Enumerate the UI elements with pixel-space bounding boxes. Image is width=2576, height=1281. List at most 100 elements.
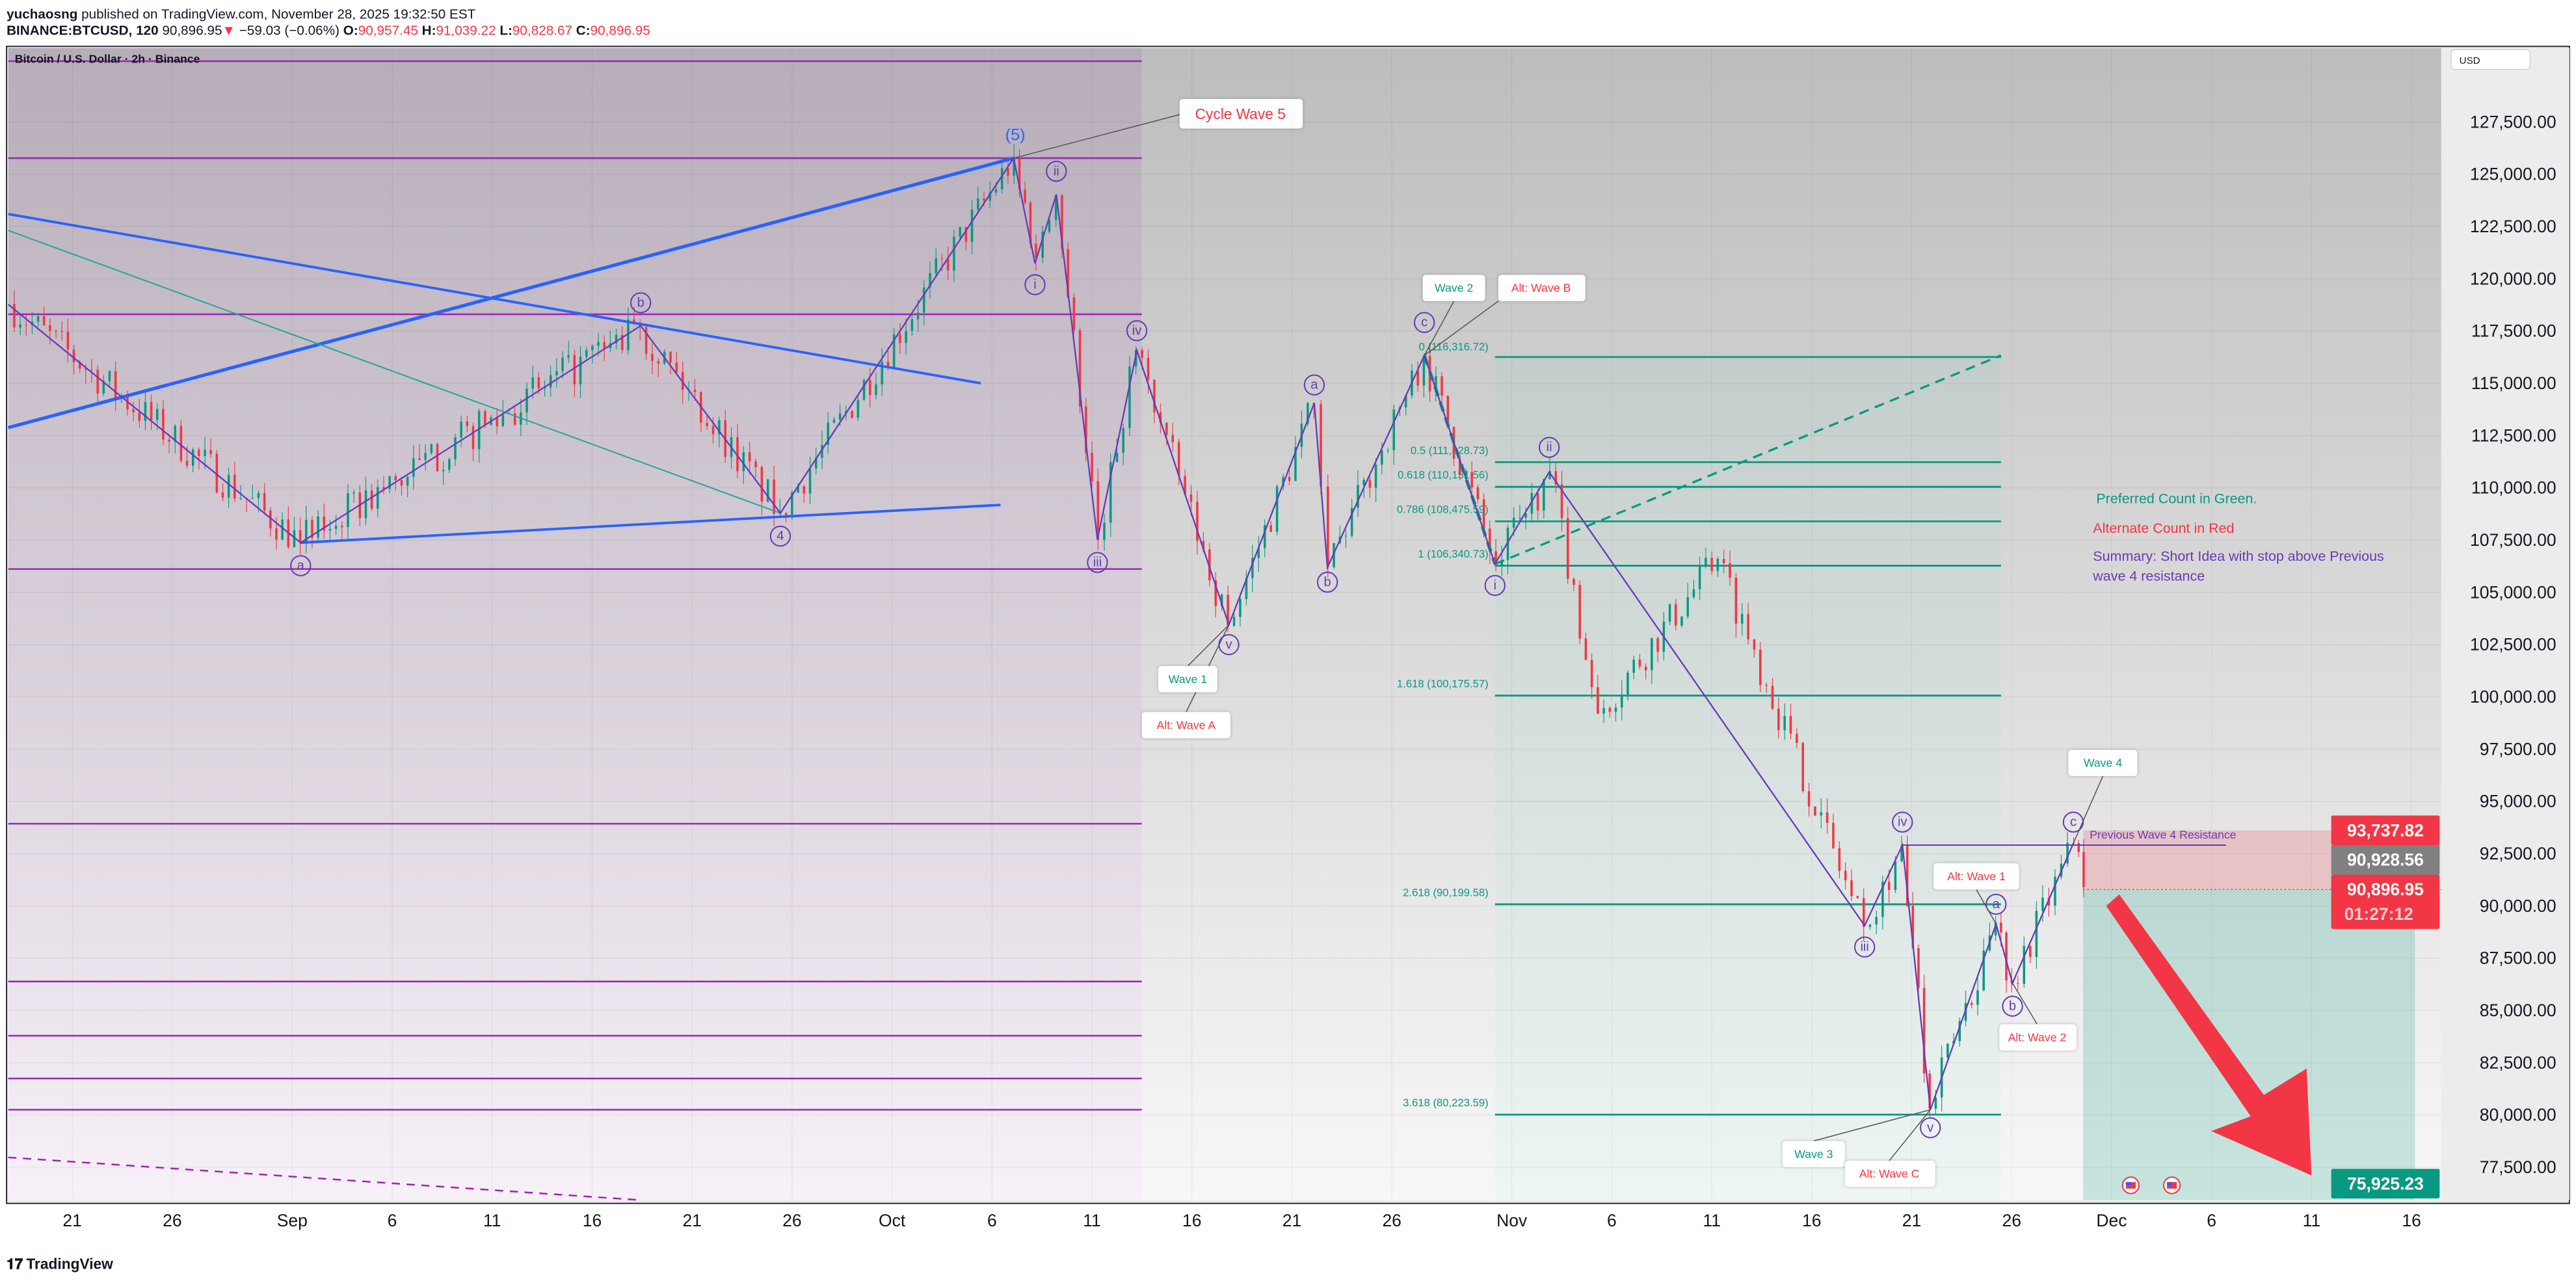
svg-text:b: b: [637, 295, 644, 310]
candle-body: [162, 409, 165, 440]
candle-body: [989, 192, 992, 201]
svg-text:c: c: [1421, 316, 1427, 330]
fib-levels[interactable]: [1494, 356, 2001, 1116]
svg-text:iv: iv: [1898, 815, 1907, 829]
candle-body: [1638, 659, 1641, 667]
svg-text:iii: iii: [1860, 940, 1868, 954]
candle-body: [1202, 541, 1205, 550]
candle-body: [1789, 716, 1792, 734]
candle-body: [1506, 528, 1509, 560]
time-tick-label: Nov: [1496, 1211, 1528, 1230]
candle-body: [442, 470, 445, 472]
publish-info: yuchaosng published on TradingView.com, …: [7, 7, 476, 21]
price-tick-label: 112,500.00: [2471, 425, 2556, 445]
candle-body: [1644, 666, 1647, 671]
trendlines[interactable]: [7, 156, 2226, 846]
candle-body: [2029, 946, 2032, 957]
candle-body: [1333, 543, 1335, 567]
candle-body: [1578, 584, 1581, 639]
us-event-flag-icon[interactable]: [2162, 1176, 2181, 1194]
time-axis[interactable]: 21 26 Sep 6 11 16 21 26 Oct 6 11 16 21 26 Nov 6 11 16 21 26…: [62, 1211, 2421, 1230]
candle-body: [305, 520, 308, 543]
candle-body: [1820, 812, 1823, 816]
candle-body: [1783, 716, 1786, 731]
candle-body: [1656, 638, 1659, 652]
price-axis-bg[interactable]: [2441, 47, 2569, 1200]
candle-body: [138, 412, 141, 421]
time-tick-label: 26: [782, 1211, 802, 1230]
time-tick-label: 11: [483, 1211, 501, 1230]
candle-body: [1651, 638, 1653, 671]
candle-body: [418, 458, 421, 460]
candle-body: [1862, 898, 1865, 927]
candle-body: [299, 530, 302, 543]
candle-body: [881, 361, 884, 384]
candle-body: [791, 492, 793, 515]
candle-body: [1900, 845, 1903, 861]
svg-text:4: 4: [777, 529, 784, 543]
candle-body: [899, 334, 901, 344]
candle-body: [1519, 517, 1521, 519]
candle-body: [1048, 219, 1051, 232]
horizontal-levels[interactable]: [8, 60, 1142, 1111]
time-tick-label: 11: [1703, 1211, 1721, 1230]
candle-body: [1917, 948, 1920, 988]
candle-body: [1000, 168, 1003, 189]
elliott-wave-path[interactable]: [7, 156, 2075, 1111]
candle-body: [1007, 168, 1009, 176]
candle-body: [13, 304, 16, 328]
callout-alt-wave-1: Alt: Wave 1: [1947, 870, 2006, 883]
candle-body: [1807, 791, 1811, 807]
candle-body: [2054, 876, 2056, 906]
candle-body: [797, 486, 799, 492]
candle-body: [736, 437, 739, 472]
candle-body: [970, 209, 974, 242]
candle-body: [377, 487, 379, 509]
candle-body: [477, 411, 481, 450]
candle-body: [114, 371, 117, 398]
candle-body: [1614, 707, 1617, 712]
candle-body: [754, 461, 757, 467]
candle-body: [2035, 910, 2038, 957]
dashed-trendline[interactable]: [8, 1156, 641, 1201]
currency-button[interactable]: [2450, 49, 2530, 70]
candle-body: [1674, 604, 1677, 626]
candle-body: [424, 453, 427, 460]
us-event-flag-icon[interactable]: [2121, 1176, 2140, 1194]
candle-body: [1446, 395, 1450, 427]
svg-text:ii: ii: [1547, 440, 1552, 455]
candle-body: [856, 399, 860, 418]
callouts[interactable]: Cycle Wave 5 Wave 2 Alt: Wave B Wave 1 A…: [1141, 99, 2138, 1187]
candle-body: [19, 324, 21, 328]
svg-text:c: c: [2070, 815, 2077, 829]
candle-body: [1668, 604, 1671, 622]
svg-text:a: a: [297, 559, 305, 573]
candle-body: [1096, 481, 1100, 541]
candle-body: [1275, 486, 1279, 532]
candle-body: [430, 444, 433, 453]
candle-body: [1705, 558, 1707, 567]
candle-body: [311, 520, 313, 538]
candle-body: [821, 444, 823, 458]
candle-body: [1072, 297, 1076, 330]
time-tick-label: 16: [2402, 1211, 2421, 1230]
price-tick-label: 105,000.00: [2470, 582, 2556, 602]
price-axis[interactable]: 127,500.00 125,000.00 122,500.00 120,000.00…: [2470, 112, 2556, 1177]
candle-body: [959, 227, 961, 237]
time-tick-label: 6: [388, 1211, 397, 1230]
time-tick-label: Sep: [277, 1211, 308, 1230]
candle-body: [1838, 848, 1841, 871]
candle-body: [221, 492, 224, 498]
candle-body: [1470, 472, 1473, 488]
time-tick-label: 11: [1083, 1211, 1101, 1230]
candle-body: [1109, 462, 1112, 523]
candle-body: [1269, 525, 1272, 532]
candle-body: [204, 450, 206, 456]
candle-body: [263, 492, 266, 511]
fib-label: 0.618 (110,151.56): [1398, 469, 1489, 481]
candle-body: [803, 486, 806, 494]
candle-body: [1282, 477, 1284, 487]
down-arrow-icon[interactable]: [2106, 894, 2312, 1176]
candle-body: [1435, 376, 1437, 392]
candle-body: [215, 453, 219, 493]
